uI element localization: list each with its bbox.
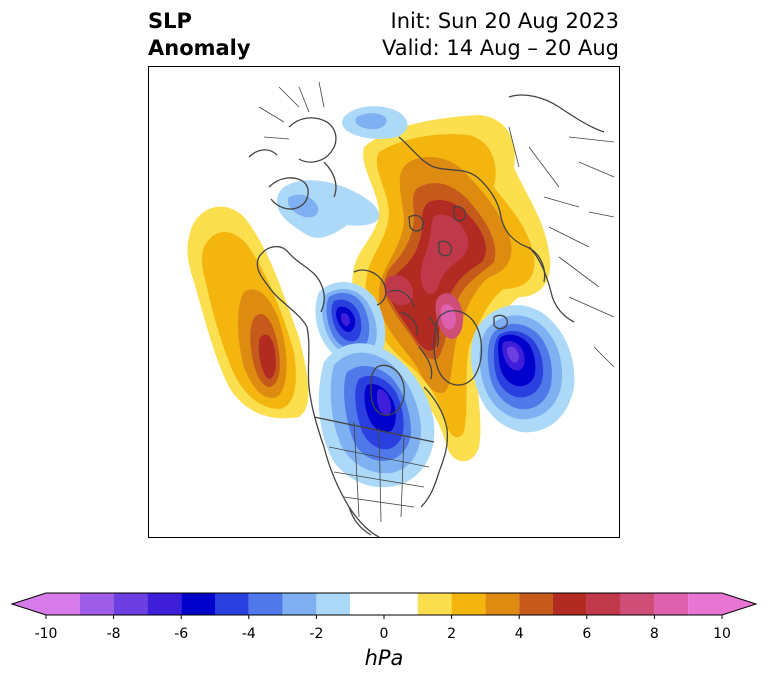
colorbar-segment	[282, 593, 317, 615]
init-date: Init: Sun 20 Aug 2023	[390, 9, 619, 33]
colorbar-segment	[316, 593, 351, 615]
arctic-high-l6	[420, 214, 469, 295]
colorbar-segment	[654, 593, 689, 615]
colorbar-segment	[485, 593, 520, 615]
coastlines	[248, 81, 615, 537]
russia-borders	[508, 126, 615, 318]
title-variable: SLP	[148, 9, 192, 33]
colorbar-segment	[215, 593, 249, 615]
anomaly-fills	[187, 106, 575, 488]
colorbar-tick-label: -4	[241, 626, 256, 642]
colorbar-segment	[688, 593, 722, 615]
greenland-coast	[433, 310, 483, 386]
colorbar-segment	[451, 593, 486, 615]
colorbar-segment	[553, 593, 587, 615]
colorbar-segment	[519, 593, 553, 615]
colorbar-segment	[586, 593, 621, 615]
colorbar-tick-label: 2	[447, 626, 457, 642]
colorbar-tick-label: -10	[34, 626, 58, 642]
colorbar-tick-label: 6	[582, 626, 592, 642]
colorbar-extend-low	[12, 593, 46, 615]
anomaly-map	[187, 81, 615, 537]
colorbar-segments	[10, 592, 758, 619]
colorbar-segment	[79, 593, 114, 615]
na-east-coast	[420, 386, 449, 508]
arctic-islands	[408, 205, 467, 257]
atlantic-low-l7	[507, 346, 519, 363]
scandinavia-low-core	[288, 194, 319, 218]
pacific-high-l5	[258, 334, 276, 379]
colorbar-segment	[147, 593, 182, 615]
canadian-archipelago	[353, 269, 440, 380]
title-left: SLP Anomaly	[148, 8, 251, 62]
alaska-coast	[256, 246, 325, 313]
title-right: Init: Sun 20 Aug 2023 Valid: 14 Aug – 20…	[382, 8, 619, 62]
na-west-coast	[268, 286, 380, 537]
colorbar-segment	[46, 593, 80, 615]
colorbar-extend-high	[722, 593, 756, 615]
east-asia-coast	[508, 94, 605, 323]
colorbar-tick-label: 10	[713, 626, 731, 642]
colorbar-tick-label: -8	[106, 626, 121, 642]
map-panel[interactable]	[148, 66, 620, 538]
europe-coast	[248, 149, 309, 210]
colorbar-segment	[248, 593, 283, 615]
colorbar-tick-label: 8	[649, 626, 659, 642]
colorbar-segment	[620, 593, 655, 615]
colorbar-tick-label: -2	[309, 626, 324, 642]
iceland-coast	[493, 314, 508, 330]
scandinavia-low	[276, 180, 380, 238]
colorbar-unit-label: hPa	[364, 646, 404, 670]
colorbar-tick-label: 4	[514, 626, 524, 642]
colorbar	[10, 592, 758, 619]
europe-borders	[258, 81, 325, 140]
alaska-low-l6	[340, 312, 350, 326]
barents-low-core	[355, 113, 387, 130]
valid-range: Valid: 14 Aug – 20 Aug	[381, 36, 619, 60]
colorbar-tick-label: 0	[379, 626, 389, 642]
us-canada-border	[313, 416, 435, 443]
colorbar-tick-label: -6	[174, 626, 189, 642]
colorbar-segment	[417, 593, 452, 615]
hudson-low-l6	[377, 389, 392, 416]
scandinavia-coast	[288, 117, 337, 198]
title-type: Anomaly	[148, 36, 251, 60]
mexico-coast	[348, 506, 372, 536]
colorbar-segment	[181, 593, 215, 615]
hudson-bay	[370, 364, 405, 416]
asia-borders	[568, 136, 615, 368]
colorbar-segment	[350, 593, 418, 615]
us-state-lines	[328, 421, 430, 523]
colorbar-segment	[113, 593, 148, 615]
